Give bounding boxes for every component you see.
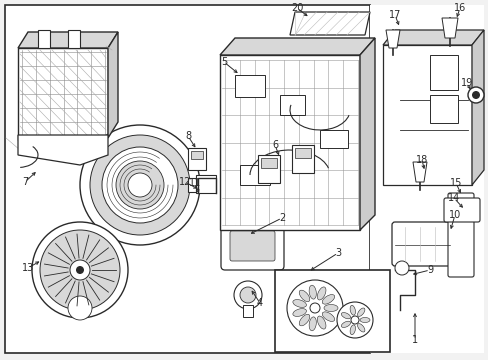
Circle shape <box>68 296 92 320</box>
Text: 9: 9 <box>426 265 432 275</box>
FancyBboxPatch shape <box>391 222 452 266</box>
Ellipse shape <box>317 316 325 329</box>
Ellipse shape <box>359 318 369 323</box>
Text: 3: 3 <box>334 248 340 258</box>
Ellipse shape <box>349 305 355 315</box>
Text: 16: 16 <box>453 3 465 13</box>
Polygon shape <box>18 135 108 165</box>
Ellipse shape <box>322 312 334 321</box>
Circle shape <box>234 281 262 309</box>
Bar <box>291 145 313 173</box>
Polygon shape <box>18 32 118 48</box>
Circle shape <box>40 230 120 310</box>
Polygon shape <box>359 38 374 230</box>
Text: 8: 8 <box>184 131 191 141</box>
Circle shape <box>467 87 483 103</box>
Circle shape <box>90 135 190 235</box>
Polygon shape <box>289 12 369 35</box>
Bar <box>243 305 252 317</box>
Polygon shape <box>382 45 471 185</box>
Circle shape <box>80 125 200 245</box>
Circle shape <box>471 91 479 99</box>
FancyBboxPatch shape <box>447 193 473 277</box>
Text: 17: 17 <box>388 10 400 20</box>
Bar <box>235 75 264 97</box>
Text: 20: 20 <box>290 3 303 13</box>
Ellipse shape <box>317 287 325 300</box>
Bar <box>274 270 389 352</box>
Bar <box>319 130 347 148</box>
Ellipse shape <box>349 325 355 335</box>
Bar <box>187 178 207 192</box>
Polygon shape <box>108 32 118 138</box>
Circle shape <box>350 316 358 324</box>
Circle shape <box>116 161 163 209</box>
Text: 13: 13 <box>22 263 34 273</box>
Ellipse shape <box>322 294 334 304</box>
Text: 10: 10 <box>448 210 460 220</box>
FancyBboxPatch shape <box>229 231 274 261</box>
Ellipse shape <box>357 308 364 316</box>
Text: 2: 2 <box>278 213 285 223</box>
Bar <box>240 165 269 185</box>
Text: 15: 15 <box>449 178 461 188</box>
Bar <box>294 148 310 158</box>
Text: 6: 6 <box>271 140 278 150</box>
Bar <box>429 95 457 123</box>
Ellipse shape <box>341 321 350 328</box>
Circle shape <box>240 287 256 303</box>
Bar <box>369 5 483 353</box>
Circle shape <box>76 266 84 274</box>
Ellipse shape <box>324 305 337 311</box>
Bar <box>280 95 305 115</box>
Polygon shape <box>412 162 426 182</box>
Circle shape <box>102 147 178 223</box>
Polygon shape <box>220 55 359 230</box>
Bar <box>191 151 203 159</box>
Polygon shape <box>382 30 483 45</box>
Bar <box>429 55 457 90</box>
Text: 5: 5 <box>221 57 226 67</box>
Ellipse shape <box>292 309 306 316</box>
Bar <box>5 5 369 353</box>
Circle shape <box>309 303 319 313</box>
Text: 18: 18 <box>415 155 427 165</box>
Text: 19: 19 <box>460 78 472 88</box>
Circle shape <box>70 260 90 280</box>
Ellipse shape <box>341 312 350 319</box>
Text: 12: 12 <box>179 177 191 187</box>
Ellipse shape <box>299 314 309 326</box>
Bar <box>258 155 280 183</box>
Polygon shape <box>441 18 457 38</box>
Ellipse shape <box>357 324 364 332</box>
Circle shape <box>394 261 408 275</box>
Text: 11: 11 <box>188 178 201 188</box>
Text: 4: 4 <box>256 298 263 308</box>
Polygon shape <box>18 48 108 140</box>
Polygon shape <box>220 38 374 55</box>
Text: 1: 1 <box>411 335 417 345</box>
Circle shape <box>336 302 372 338</box>
Bar <box>38 30 50 48</box>
FancyBboxPatch shape <box>443 198 479 222</box>
Polygon shape <box>471 30 483 185</box>
Bar <box>196 175 216 193</box>
Text: 7: 7 <box>22 177 28 187</box>
Circle shape <box>128 173 152 197</box>
Ellipse shape <box>299 290 309 302</box>
Bar <box>187 148 205 170</box>
Bar <box>68 30 80 48</box>
Polygon shape <box>385 30 399 48</box>
Ellipse shape <box>308 317 316 331</box>
Circle shape <box>32 222 128 318</box>
Bar <box>261 158 276 168</box>
FancyBboxPatch shape <box>221 224 284 270</box>
Ellipse shape <box>308 285 316 299</box>
Text: 14: 14 <box>447 193 459 203</box>
Ellipse shape <box>292 300 306 307</box>
Circle shape <box>286 280 342 336</box>
